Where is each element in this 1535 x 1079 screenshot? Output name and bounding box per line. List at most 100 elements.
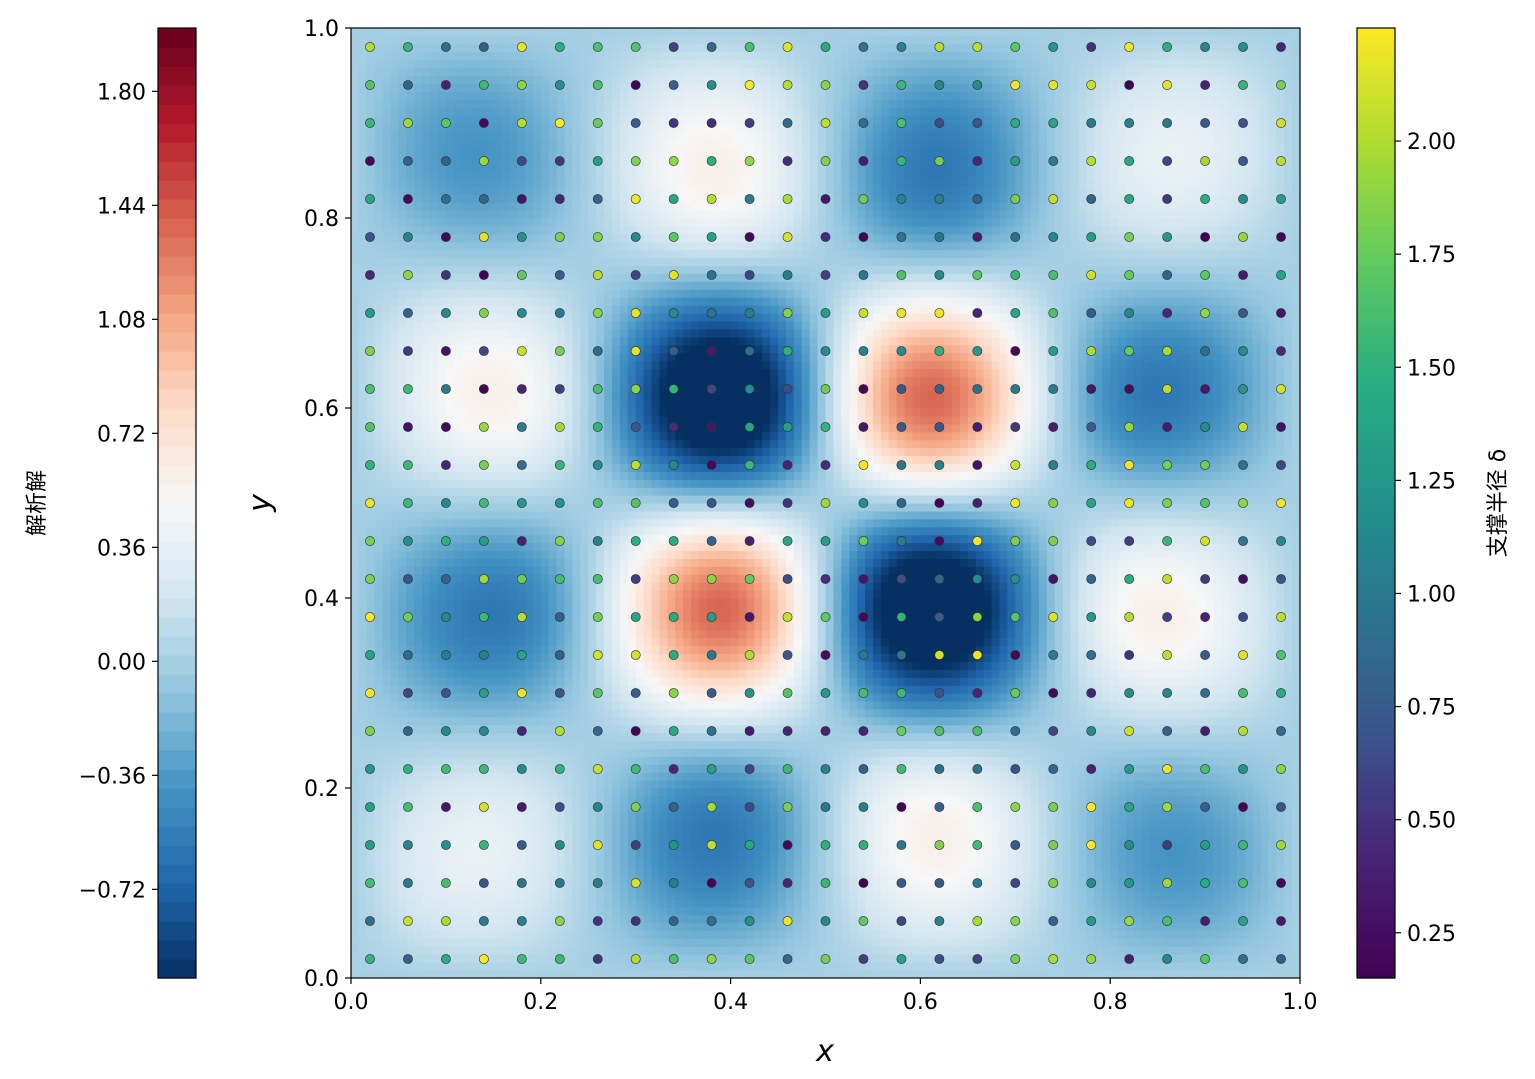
heatmap-cell — [485, 914, 494, 924]
heatmap-cell — [461, 772, 471, 781]
heatmap-cell — [659, 51, 668, 61]
heatmap-cell — [501, 368, 510, 377]
heatmap-cell — [619, 328, 629, 338]
heatmap-cell — [556, 107, 566, 116]
heatmap-cell — [501, 170, 510, 180]
heatmap-cell — [596, 788, 605, 797]
heatmap-cell — [430, 914, 439, 924]
heatmap-cell — [445, 946, 455, 955]
heatmap-cell — [532, 859, 542, 868]
heatmap-cell — [509, 408, 518, 417]
heatmap-cell — [422, 566, 431, 575]
heatmap-cell — [453, 780, 463, 789]
heatmap-cell — [437, 265, 447, 275]
heatmap-cell — [351, 352, 360, 362]
heatmap-cell — [485, 384, 494, 393]
heatmap-cell — [611, 724, 621, 734]
heatmap-cell — [580, 827, 589, 837]
heatmap-cell — [445, 772, 455, 781]
heatmap-cell — [517, 35, 526, 45]
heatmap-cell — [532, 613, 542, 623]
heatmap-cell — [509, 748, 518, 757]
heatmap-cell — [588, 352, 597, 362]
heatmap-cell — [524, 574, 534, 583]
heatmap-cell — [596, 28, 605, 37]
heatmap-cell — [445, 368, 455, 377]
heatmap-cell — [414, 914, 423, 924]
heatmap-cell — [351, 708, 360, 718]
heatmap-cell — [509, 360, 518, 370]
heatmap-cell — [445, 273, 455, 282]
heatmap-cell — [374, 154, 384, 164]
heatmap-cell — [501, 194, 510, 203]
heatmap-cell — [643, 479, 653, 488]
heatmap-cell — [635, 471, 645, 480]
heatmap-cell — [437, 716, 447, 726]
heatmap-cell — [485, 843, 494, 852]
heatmap-cell — [445, 883, 455, 892]
heatmap-cell — [532, 281, 542, 290]
heatmap-cell — [485, 764, 494, 773]
heatmap-cell — [422, 740, 431, 750]
heatmap-cell — [556, 898, 566, 908]
heatmap-cell — [596, 431, 605, 441]
heatmap-cell — [374, 281, 384, 290]
heatmap-cell — [485, 289, 494, 298]
heatmap-cell — [532, 875, 542, 884]
heatmap-cell — [596, 795, 605, 805]
heatmap-cell — [572, 954, 581, 963]
heatmap-cell — [532, 867, 542, 876]
heatmap-cell — [619, 700, 629, 710]
heatmap-cell — [611, 954, 621, 963]
heatmap-cell — [445, 138, 455, 148]
heatmap-cell — [358, 613, 368, 623]
heatmap-cell — [469, 233, 479, 243]
heatmap-cell — [398, 859, 407, 868]
heatmap-cell — [556, 716, 566, 726]
heatmap-cell — [406, 526, 415, 536]
heatmap-cell — [501, 661, 510, 670]
heatmap-cell — [635, 352, 645, 362]
heatmap-cell — [509, 716, 518, 726]
heatmap-cell — [572, 669, 581, 678]
heatmap-cell — [524, 99, 534, 108]
heatmap-cell — [453, 376, 463, 385]
heatmap-cell — [596, 811, 605, 821]
heatmap-cell — [485, 708, 494, 718]
heatmap-cell — [635, 605, 645, 615]
heatmap-cell — [635, 677, 645, 686]
heatmap-cell — [382, 653, 392, 662]
heatmap-cell — [548, 669, 558, 678]
heatmap-cell — [430, 732, 439, 742]
heatmap-cell — [430, 75, 439, 85]
heatmap-cell — [509, 479, 518, 488]
heatmap-cell — [524, 946, 534, 955]
heatmap-cell — [564, 463, 574, 472]
heatmap-cell — [651, 819, 661, 829]
heatmap-cell — [532, 392, 542, 401]
heatmap-cell — [540, 621, 550, 631]
heatmap-cell — [635, 700, 645, 710]
heatmap-cell — [556, 890, 566, 900]
heatmap-cell — [572, 170, 581, 180]
heatmap-cell — [524, 827, 534, 837]
heatmap-cell — [477, 756, 487, 765]
heatmap-cell — [643, 938, 653, 947]
heatmap-cell — [485, 447, 494, 457]
heatmap-cell — [501, 637, 510, 647]
heatmap-cell — [532, 946, 542, 955]
heatmap-cell — [382, 835, 392, 845]
heatmap-cell — [580, 43, 589, 53]
heatmap-cell — [524, 463, 534, 472]
heatmap-cell — [517, 566, 526, 575]
heatmap-cell — [627, 637, 637, 647]
heatmap-cell — [398, 376, 407, 385]
heatmap-cell — [406, 360, 415, 370]
heatmap-cell — [517, 930, 526, 940]
heatmap-cell — [651, 107, 661, 116]
heatmap-cell — [524, 186, 534, 195]
heatmap-cell — [611, 819, 621, 829]
heatmap-cell — [627, 297, 637, 306]
left-colorbar-tick-label: 1.44 — [97, 194, 146, 219]
heatmap-cell — [556, 352, 566, 362]
